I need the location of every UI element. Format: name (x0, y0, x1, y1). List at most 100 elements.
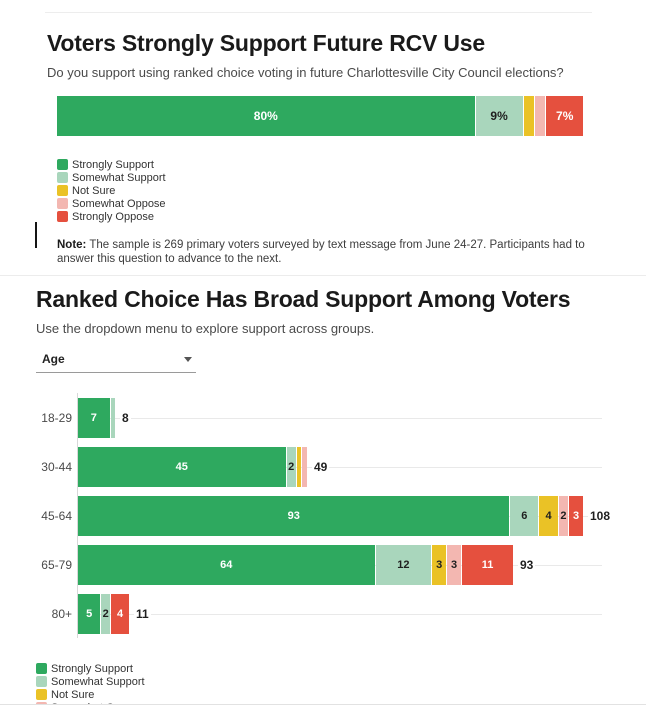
stacked-bar: 7 (78, 398, 115, 438)
row-plot-area: 5 2 4 11 (78, 594, 602, 634)
bar-segment-somewhat-oppose (302, 447, 307, 487)
bar-segment-strongly-oppose: 3 (569, 496, 584, 536)
legend-swatch-somewhat-oppose (57, 198, 68, 209)
bar-segment-not-sure: 3 (432, 545, 447, 585)
bar-segment-somewhat-support: 12 (375, 545, 432, 585)
legend-swatch-somewhat-oppose (36, 702, 47, 704)
bar-total-label: 8 (120, 411, 131, 425)
chart1-title: Voters Strongly Support Future RCV Use (47, 30, 485, 56)
bar-segment-not-sure (296, 447, 302, 487)
note-text: The sample is 269 primary voters surveye… (57, 239, 585, 265)
stacked-bar: 93 6 4 2 3 (78, 496, 584, 536)
row-label: 30-44 (41, 460, 72, 474)
legend-label: Somewhat Support (72, 171, 166, 184)
legend-swatch-somewhat-support (36, 676, 47, 687)
bar-total-label: 49 (312, 460, 330, 474)
chart1-subtitle: Do you support using ranked choice votin… (47, 65, 564, 80)
bar-segment-somewhat-support: 2 (101, 594, 111, 634)
legend-item-somewhat-oppose: Somewhat Oppose (36, 701, 646, 705)
chevron-down-icon (184, 356, 192, 362)
row-label: 18-29 (41, 411, 72, 425)
bar-segment-somewhat-support (110, 398, 115, 438)
legend-item-somewhat-oppose: Somewhat Oppose (57, 197, 646, 210)
row-label: 45-64 (41, 509, 72, 523)
legend-label: Strongly Oppose (72, 210, 154, 223)
note-label: Note: (57, 239, 87, 251)
chart1-note: Note: The sample is 269 primary voters s… (57, 238, 613, 266)
gridline (78, 614, 602, 615)
stacked-bar: 45 2 (78, 447, 307, 487)
legend-label: Strongly Support (51, 662, 133, 675)
bar-segment-somewhat-support: 6 (510, 496, 539, 536)
bar-segment-strongly-support: 93 (78, 496, 510, 536)
bar-row-45-64: 45-64 93 6 4 2 3 108 (36, 496, 613, 536)
legend-item-somewhat-support: Somewhat Support (36, 675, 646, 688)
bar-segment-strongly-support: 45 (78, 447, 286, 487)
gridline (78, 418, 602, 419)
gridline (78, 467, 602, 468)
chart2-plot: 18-29 7 8 30-44 45 2 49 45-64 93 6 4 2 3 108 65-79 64 12… (36, 393, 613, 638)
dropdown-selected-value: Age (42, 352, 65, 366)
bar-segment-not-sure: 4 (539, 496, 558, 536)
bar-segment-somewhat-oppose (535, 96, 546, 136)
legend-item-strongly-support: Strongly Support (57, 158, 646, 171)
legend-label: Somewhat Oppose (51, 702, 145, 705)
chart1-legend: Strongly Support Somewhat Support Not Sure… (57, 158, 646, 223)
chart-support-by-group: Ranked Choice Has Broad Support Among Vo… (0, 276, 646, 705)
legend-label: Somewhat Oppose (72, 197, 166, 210)
legend-swatch-not-sure (36, 689, 47, 700)
row-label: 65-79 (41, 558, 72, 572)
stacked-bar: 64 12 3 3 11 (78, 545, 514, 585)
legend-swatch-not-sure (57, 185, 68, 196)
legend-item-not-sure: Not Sure (57, 184, 646, 197)
legend-label: Strongly Support (72, 158, 154, 171)
bar-segment-somewhat-oppose: 3 (447, 545, 462, 585)
row-label: 80+ (51, 607, 72, 621)
legend-swatch-strongly-support (57, 159, 68, 170)
chart1-stacked-bar: 80% 9% 7% (57, 96, 583, 136)
legend-label: Not Sure (51, 688, 95, 701)
bar-segment-strongly-oppose: 11 (462, 545, 514, 585)
bar-total-label: 108 (588, 509, 613, 523)
bar-total-label: 93 (518, 558, 536, 572)
bar-segment-strongly-oppose: 7% (546, 96, 583, 136)
bar-segment-strongly-support: 7 (78, 398, 110, 438)
group-by-dropdown[interactable]: Age (36, 352, 196, 373)
bar-segment-somewhat-support: 2 (286, 447, 296, 487)
bar-segment-not-sure (523, 96, 535, 136)
chart2-subtitle: Use the dropdown menu to explore support… (36, 321, 375, 336)
legend-swatch-somewhat-support (57, 172, 68, 183)
bar-row-80plus: 80+ 5 2 4 11 (36, 594, 602, 634)
bar-row-30-44: 30-44 45 2 49 (36, 447, 602, 487)
legend-item-somewhat-support: Somewhat Support (57, 171, 646, 184)
legend-swatch-strongly-support (36, 663, 47, 674)
row-plot-area: 93 6 4 2 3 108 (78, 496, 613, 536)
bar-segment-strongly-support: 64 (78, 545, 375, 585)
bar-total-label: 11 (134, 607, 151, 621)
bar-segment-strongly-support: 5 (78, 594, 101, 634)
legend-item-not-sure: Not Sure (36, 688, 646, 701)
chart-rcv-future-support: Voters Strongly Support Future RCV Use D… (0, 13, 646, 266)
y-axis-line (77, 393, 78, 638)
legend-label: Not Sure (72, 184, 116, 197)
text-cursor-artifact (35, 222, 37, 248)
row-plot-area: 64 12 3 3 11 93 (78, 545, 602, 585)
bar-row-65-79: 65-79 64 12 3 3 11 93 (36, 545, 602, 585)
bar-segment-strongly-oppose: 4 (111, 594, 129, 634)
bar-segment-somewhat-oppose: 2 (558, 496, 569, 536)
bar-segment-somewhat-support: 9% (475, 96, 523, 136)
chart2-title: Ranked Choice Has Broad Support Among Vo… (36, 286, 571, 312)
bar-segment-strongly-support: 80% (57, 96, 475, 136)
bar-row-18-29: 18-29 7 8 (36, 398, 602, 438)
chart2-legend: Strongly Support Somewhat Support Not Sure… (36, 662, 646, 705)
legend-label: Somewhat Support (51, 675, 145, 688)
legend-item-strongly-oppose: Strongly Oppose (57, 210, 646, 223)
top-divider (45, 12, 592, 13)
legend-item-strongly-support: Strongly Support (36, 662, 646, 675)
row-plot-area: 45 2 49 (78, 447, 602, 487)
legend-swatch-strongly-oppose (57, 211, 68, 222)
section-divider (0, 275, 646, 276)
